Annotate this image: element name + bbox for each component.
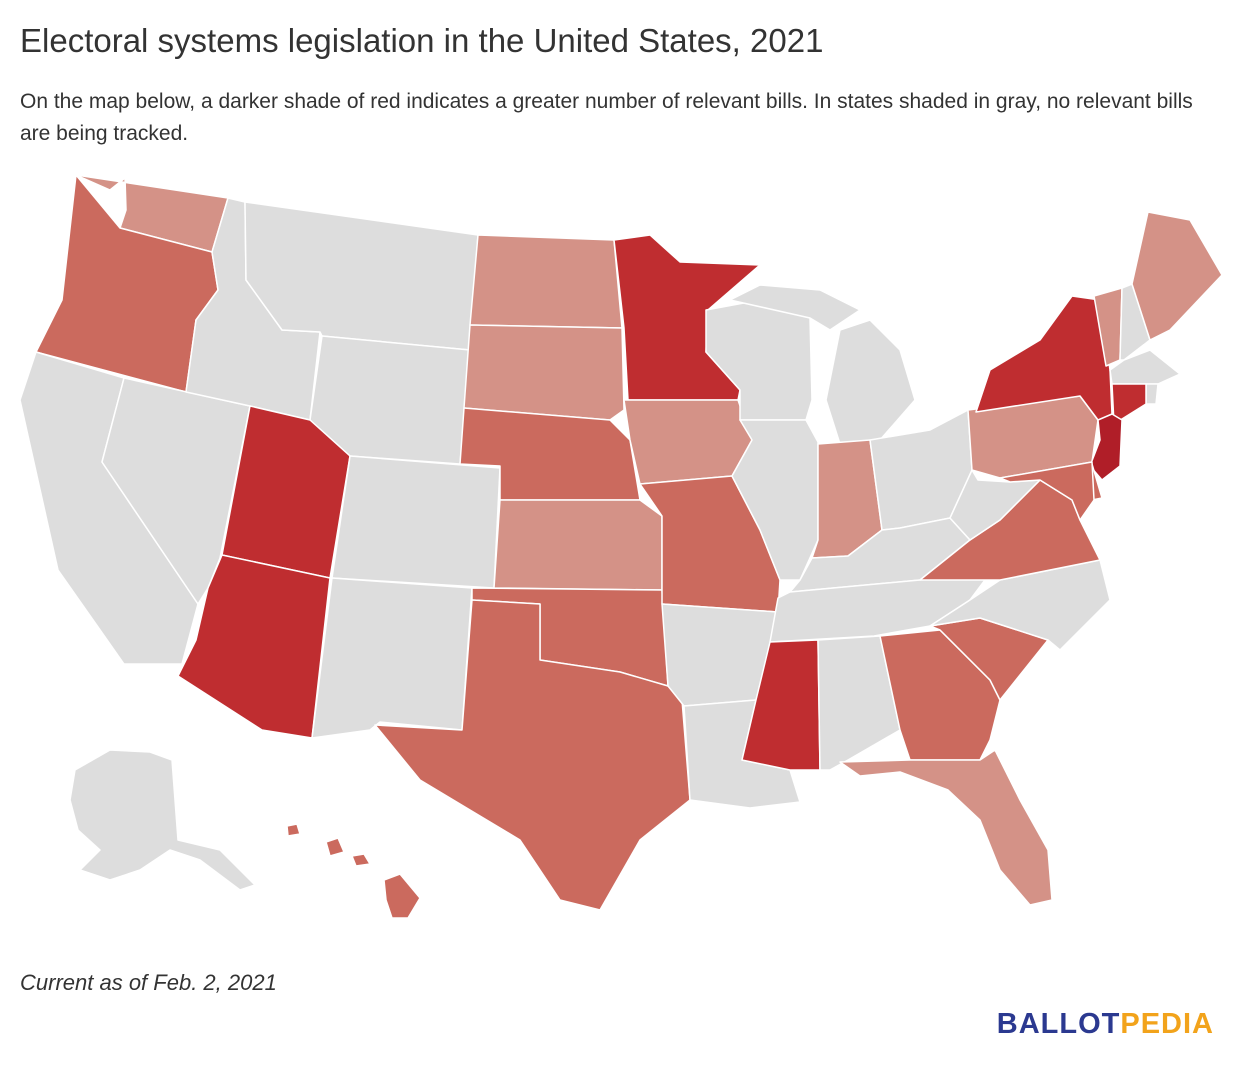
state-IA[interactable] bbox=[623, 399, 753, 485]
us-states-map bbox=[19, 174, 1223, 919]
state-TX[interactable] bbox=[374, 599, 691, 911]
state-ME[interactable] bbox=[1131, 211, 1223, 341]
state-AZ[interactable] bbox=[177, 554, 331, 739]
state-AK[interactable] bbox=[69, 749, 256, 891]
state-CO[interactable] bbox=[331, 455, 501, 589]
state-KS[interactable] bbox=[493, 499, 663, 591]
state-NC[interactable] bbox=[929, 559, 1111, 651]
state-MT[interactable] bbox=[244, 201, 479, 351]
state-MD[interactable] bbox=[999, 461, 1095, 521]
state-NH[interactable] bbox=[1119, 283, 1151, 361]
state-HI[interactable] bbox=[286, 823, 421, 919]
state-SD[interactable] bbox=[463, 324, 625, 421]
state-FL[interactable] bbox=[839, 749, 1053, 906]
map-subtitle: On the map below, a darker shade of red … bbox=[20, 90, 1193, 145]
logo-pedia: PEDIA bbox=[1120, 1008, 1214, 1040]
state-MI[interactable] bbox=[729, 284, 916, 445]
state-NM[interactable] bbox=[311, 577, 473, 739]
logo-ballot: BALLOT bbox=[996, 1008, 1121, 1040]
state-RI[interactable] bbox=[1145, 383, 1159, 405]
state-UT[interactable] bbox=[221, 405, 351, 579]
state-IL[interactable] bbox=[731, 419, 819, 581]
state-CT[interactable] bbox=[1111, 383, 1147, 425]
state-ND[interactable] bbox=[469, 234, 623, 329]
state-NJ[interactable] bbox=[1089, 413, 1123, 481]
current-as-of-note: Current as of Feb. 2, 2021 bbox=[20, 970, 277, 995]
map-title: Electoral systems legislation in the Uni… bbox=[20, 22, 824, 59]
ballotpedia-logo[interactable]: BALLOTPEDIA bbox=[997, 1008, 1214, 1041]
